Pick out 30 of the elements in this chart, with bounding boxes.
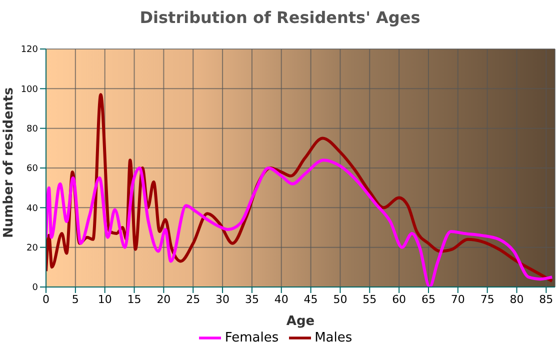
x-tick-label: 45	[304, 292, 318, 306]
x-tick-label: 70	[450, 292, 465, 306]
y-axis-title: Number of residents	[2, 87, 17, 238]
x-tick-label: 55	[362, 292, 377, 306]
y-tick-label: 100	[20, 84, 38, 95]
x-tick-label: 80	[510, 292, 524, 306]
x-tick-label: 85	[539, 292, 554, 306]
x-tick-label: 75	[480, 292, 494, 306]
x-axis-title: Age	[286, 314, 315, 329]
x-tick-label: 65	[421, 292, 436, 306]
y-tick-label: 0	[32, 283, 38, 294]
x-tick-label: 50	[333, 292, 348, 306]
x-tick-label: 20	[156, 292, 171, 306]
y-tick-label: 80	[26, 124, 38, 135]
y-tick-label: 120	[20, 45, 38, 56]
y-tick-label: 60	[26, 164, 38, 174]
x-tick-label: 60	[392, 292, 406, 306]
y-tick-label: 40	[26, 204, 38, 214]
y-tick-label: 20	[26, 244, 38, 254]
x-tick-label: 30	[216, 292, 230, 306]
x-tick-label: 0	[42, 292, 50, 306]
x-tick-label: 40	[274, 292, 288, 306]
x-tick-label: 15	[127, 292, 142, 306]
legend-label: Males	[314, 330, 352, 346]
x-tick-label: 10	[98, 292, 112, 306]
x-tick-label: 35	[244, 292, 259, 306]
chart-title: Distribution of Residents' Ages	[138, 8, 422, 27]
x-tick-label: 25	[186, 292, 200, 306]
x-tick-label: 5	[72, 292, 79, 306]
legend-label: Females	[224, 330, 279, 346]
